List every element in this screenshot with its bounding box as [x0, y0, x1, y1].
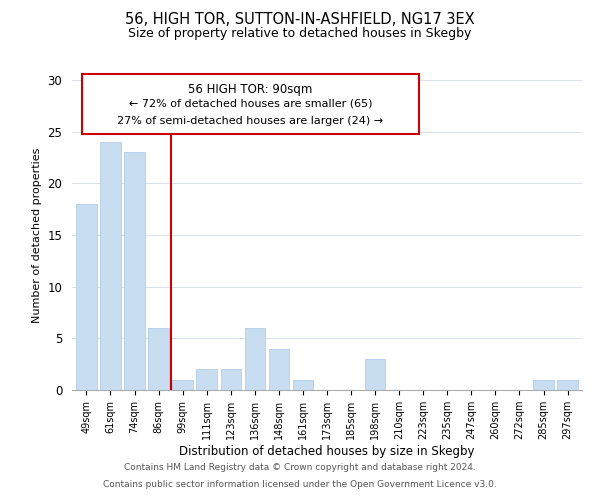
Text: Contains public sector information licensed under the Open Government Licence v3: Contains public sector information licen…	[103, 480, 497, 489]
Bar	[269, 348, 289, 390]
Y-axis label: Number of detached properties: Number of detached properties	[32, 148, 42, 322]
Bar	[196, 370, 217, 390]
Bar	[533, 380, 554, 390]
Text: 27% of semi-detached houses are larger (24) →: 27% of semi-detached houses are larger (…	[118, 116, 383, 126]
Text: Contains HM Land Registry data © Crown copyright and database right 2024.: Contains HM Land Registry data © Crown c…	[124, 464, 476, 472]
Text: ← 72% of detached houses are smaller (65): ← 72% of detached houses are smaller (65…	[129, 98, 372, 108]
Bar	[557, 380, 578, 390]
Bar	[245, 328, 265, 390]
Bar	[148, 328, 169, 390]
Bar	[76, 204, 97, 390]
Bar	[365, 359, 385, 390]
FancyBboxPatch shape	[82, 74, 419, 134]
Bar	[100, 142, 121, 390]
X-axis label: Distribution of detached houses by size in Skegby: Distribution of detached houses by size …	[179, 445, 475, 458]
Bar	[124, 152, 145, 390]
Bar	[293, 380, 313, 390]
Text: 56 HIGH TOR: 90sqm: 56 HIGH TOR: 90sqm	[188, 83, 313, 96]
Bar	[221, 370, 241, 390]
Text: 56, HIGH TOR, SUTTON-IN-ASHFIELD, NG17 3EX: 56, HIGH TOR, SUTTON-IN-ASHFIELD, NG17 3…	[125, 12, 475, 28]
Text: Size of property relative to detached houses in Skegby: Size of property relative to detached ho…	[128, 28, 472, 40]
Bar	[172, 380, 193, 390]
